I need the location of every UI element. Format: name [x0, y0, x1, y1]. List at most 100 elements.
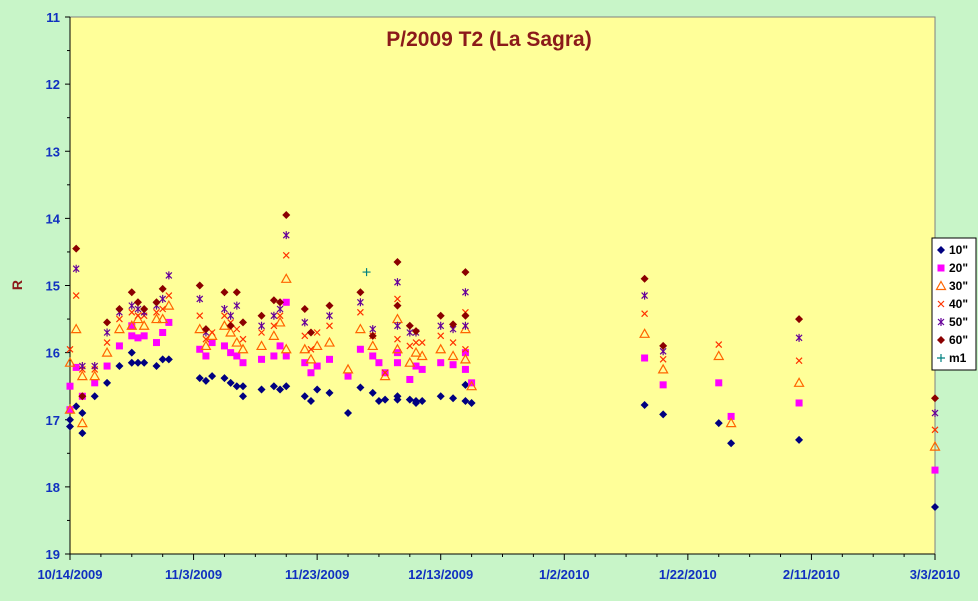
- data-point: [410, 346, 422, 357]
- data-point: [195, 374, 204, 383]
- data-point: [269, 296, 278, 305]
- data-point: [72, 363, 80, 371]
- data-point: [300, 304, 309, 313]
- data-point: [356, 308, 364, 316]
- data-point: [257, 311, 266, 320]
- data-point: [276, 312, 284, 320]
- data-point: [196, 312, 204, 320]
- data-point: [325, 301, 334, 310]
- data-point: [931, 409, 939, 418]
- data-point: [232, 382, 241, 391]
- series-5: [72, 211, 939, 403]
- data-point: [640, 274, 649, 283]
- legend-marker: [935, 280, 947, 291]
- data-point: [196, 345, 204, 353]
- y-tick-label: 14: [46, 211, 61, 226]
- data-point: [233, 301, 241, 310]
- x-tick-label: 1/2/2010: [539, 567, 590, 582]
- data-point: [101, 346, 113, 357]
- data-point: [437, 359, 445, 367]
- data-point: [393, 359, 401, 367]
- data-point: [356, 288, 365, 297]
- plot-area: [69, 16, 936, 555]
- data-point: [70, 323, 82, 334]
- data-point: [134, 304, 142, 313]
- data-point: [78, 392, 87, 401]
- data-point: [462, 321, 469, 330]
- data-point: [449, 320, 458, 329]
- data-point: [714, 419, 723, 428]
- data-point: [270, 352, 278, 360]
- data-point: [127, 358, 136, 367]
- data-point: [115, 362, 124, 371]
- data-point: [435, 343, 447, 354]
- data-point: [727, 439, 736, 448]
- series-6: [362, 268, 371, 277]
- data-point: [461, 311, 470, 320]
- legend-label: 20": [949, 261, 968, 275]
- x-tick-label: 12/13/2009: [408, 567, 473, 582]
- data-point: [447, 350, 459, 361]
- data-point: [394, 321, 401, 330]
- data-point: [462, 288, 469, 297]
- data-point: [164, 355, 173, 364]
- data-point: [406, 375, 414, 383]
- x-tick-label: 2/11/2010: [783, 567, 840, 582]
- data-point: [226, 378, 235, 387]
- data-point: [140, 304, 149, 313]
- data-point: [641, 354, 649, 362]
- data-point: [344, 409, 353, 418]
- y-tick-label: 18: [46, 480, 60, 495]
- data-point: [165, 292, 173, 299]
- data-point: [227, 349, 235, 357]
- data-point: [127, 288, 136, 297]
- data-point: [659, 381, 667, 389]
- data-point: [657, 363, 669, 374]
- data-point: [280, 273, 292, 283]
- legend-label: m1: [949, 351, 967, 365]
- data-point: [72, 402, 81, 411]
- data-point: [356, 298, 364, 307]
- data-point: [220, 374, 229, 383]
- data-point: [931, 426, 939, 434]
- legend-label: 50": [949, 315, 968, 329]
- data-point: [342, 363, 354, 374]
- data-point: [931, 394, 939, 403]
- data-point: [307, 369, 315, 377]
- data-point: [354, 323, 366, 334]
- data-point: [276, 304, 284, 313]
- data-point: [72, 292, 80, 299]
- data-point: [128, 308, 136, 316]
- data-point: [449, 339, 457, 346]
- data-point: [713, 350, 725, 361]
- data-point: [393, 258, 402, 267]
- data-point: [159, 305, 167, 313]
- data-point: [795, 315, 804, 324]
- x-tick-label: 1/22/2010: [659, 567, 717, 582]
- data-point: [368, 388, 377, 397]
- data-point: [138, 320, 150, 330]
- data-point: [929, 440, 941, 451]
- data-point: [140, 332, 148, 340]
- data-point: [461, 349, 469, 357]
- data-point: [795, 435, 804, 444]
- data-point: [313, 385, 322, 394]
- data-point: [369, 325, 377, 334]
- legend-label: 40": [949, 297, 968, 311]
- data-point: [91, 362, 99, 371]
- data-point: [220, 288, 229, 297]
- data-point: [239, 335, 247, 343]
- data-point: [727, 412, 735, 420]
- data-point: [153, 308, 160, 316]
- data-point: [449, 361, 457, 369]
- data-point: [268, 330, 280, 340]
- data-point: [150, 313, 163, 324]
- data-point: [299, 343, 311, 354]
- legend-marker: [937, 264, 945, 272]
- data-point: [931, 466, 939, 474]
- data-point: [367, 340, 379, 351]
- data-point: [78, 409, 87, 418]
- data-point: [416, 350, 428, 361]
- data-point: [306, 396, 315, 405]
- data-point: [795, 357, 803, 365]
